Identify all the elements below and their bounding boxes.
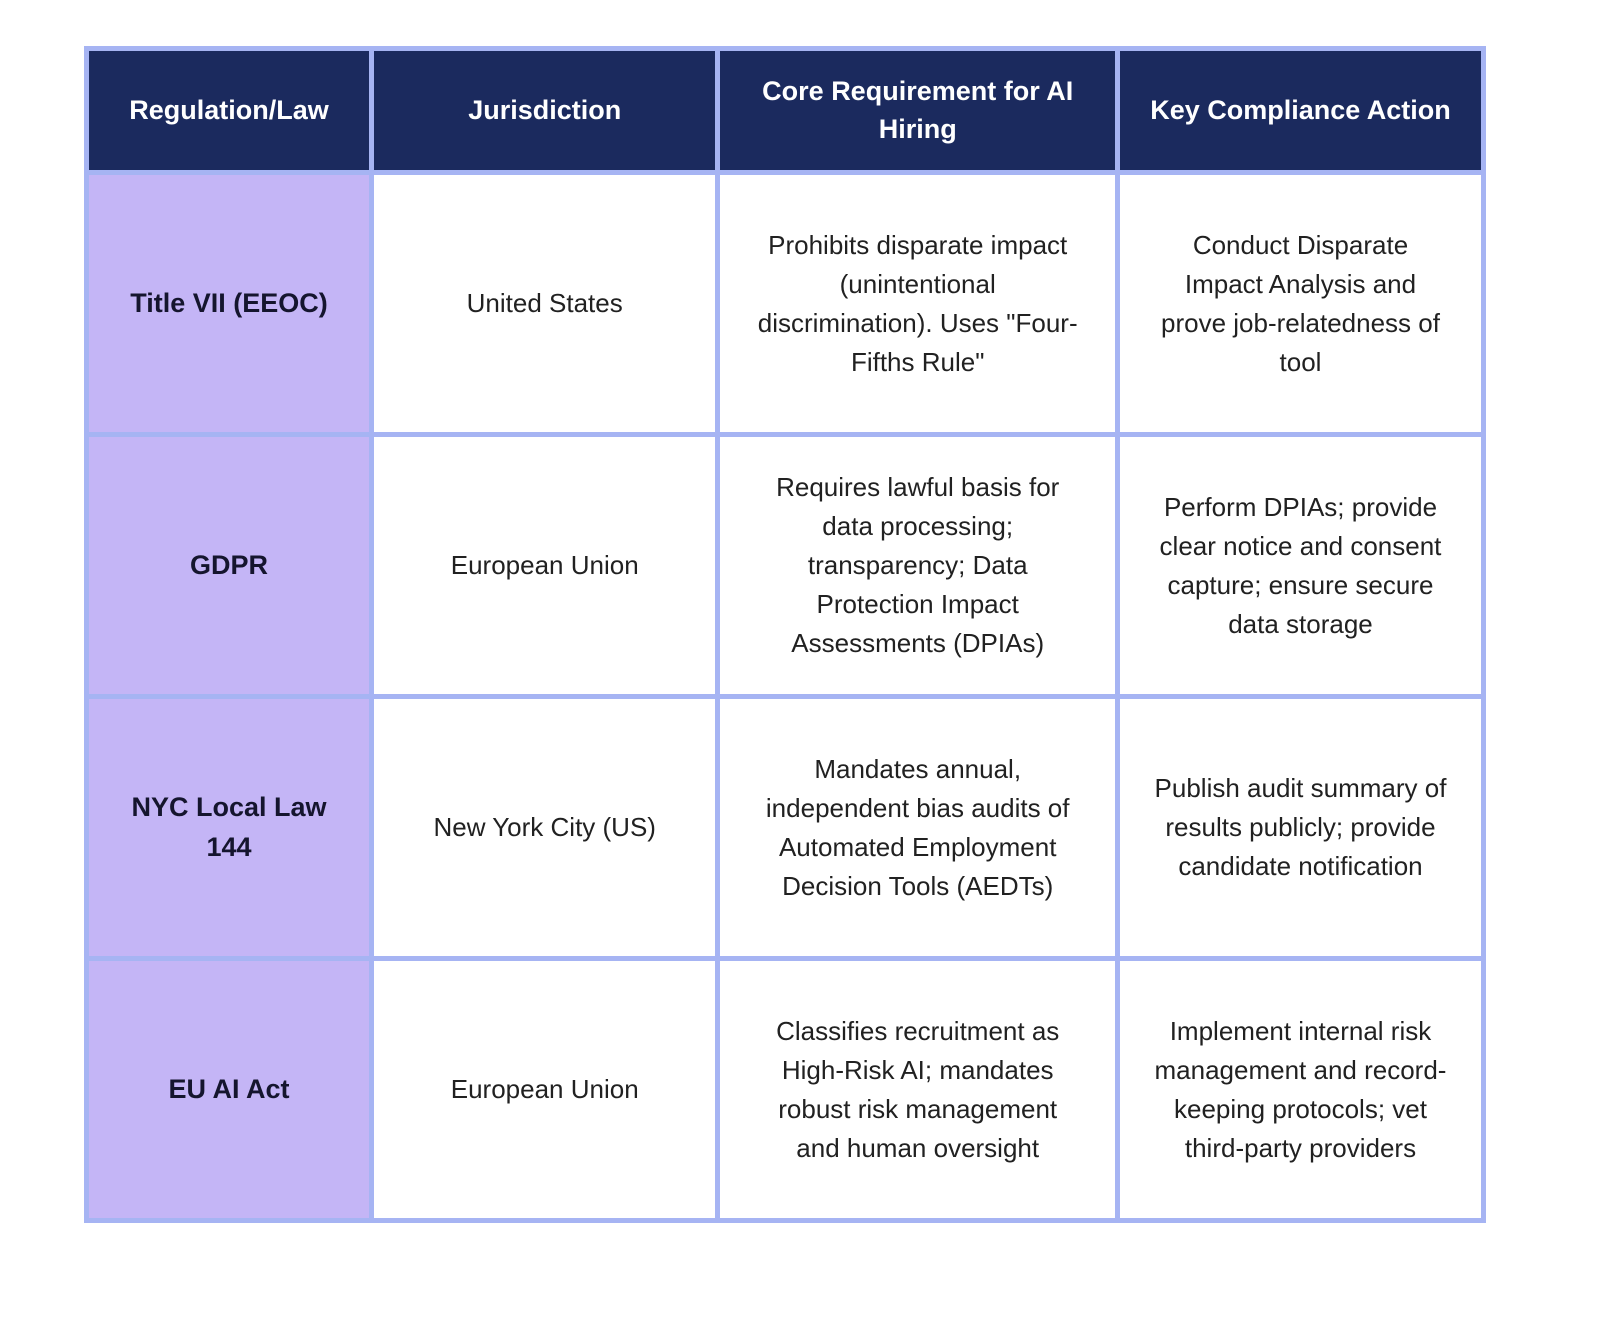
row-label-eu-ai-act: EU AI Act <box>84 956 374 1223</box>
row-label-gdpr: GDPR <box>84 432 374 699</box>
cell-nyc-jurisdiction: New York City (US) <box>368 694 721 961</box>
row-label-title-vii: Title VII (EEOC) <box>84 170 374 437</box>
row-label-nyc-local-law-144: NYC Local Law 144 <box>84 694 374 961</box>
cell-title-vii-requirement: Prohibits disparate impact (unintentiona… <box>715 170 1120 437</box>
cell-eu-ai-act-requirement: Classifies recruitment as High-Risk AI; … <box>715 956 1120 1223</box>
column-header-jurisdiction: Jurisdiction <box>368 46 721 175</box>
cell-nyc-requirement: Mandates annual, independent bias audits… <box>715 694 1120 961</box>
cell-title-vii-jurisdiction: United States <box>368 170 721 437</box>
table-header-row: Regulation/Law Jurisdiction Core Require… <box>84 46 1487 175</box>
table-row-eu-ai-act: EU AI Act European Union Classifies recr… <box>84 956 1487 1223</box>
cell-gdpr-jurisdiction: European Union <box>368 432 721 699</box>
column-header-key-compliance-action: Key Compliance Action <box>1114 46 1487 175</box>
table-row-title-vii: Title VII (EEOC) United States Prohibits… <box>84 170 1487 437</box>
table-row-gdpr: GDPR European Union Requires lawful basi… <box>84 432 1487 699</box>
cell-title-vii-action: Conduct Disparate Impact Analysis and pr… <box>1114 170 1487 437</box>
column-header-regulation-law: Regulation/Law <box>84 46 374 175</box>
table-row-nyc-local-law-144: NYC Local Law 144 New York City (US) Man… <box>84 694 1487 961</box>
cell-nyc-action: Publish audit summary of results publicl… <box>1114 694 1487 961</box>
cell-eu-ai-act-action: Implement internal risk management and r… <box>1114 956 1487 1223</box>
cell-gdpr-action: Perform DPIAs; provide clear notice and … <box>1114 432 1487 699</box>
cell-gdpr-requirement: Requires lawful basis for data processin… <box>715 432 1120 699</box>
ai-hiring-regulation-table: Regulation/Law Jurisdiction Core Require… <box>84 46 1487 1223</box>
cell-eu-ai-act-jurisdiction: European Union <box>368 956 721 1223</box>
column-header-core-requirement: Core Requirement for AI Hiring <box>715 46 1120 175</box>
